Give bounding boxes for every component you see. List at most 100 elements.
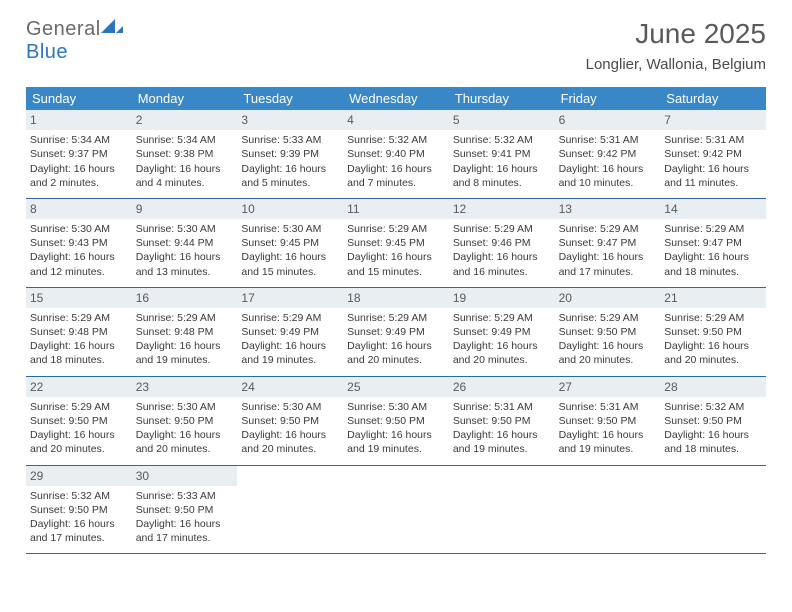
sunset-line: Sunset: 9:46 PM — [453, 236, 551, 250]
calendar-day-cell: 9Sunrise: 5:30 AMSunset: 9:44 PMDaylight… — [132, 199, 238, 287]
calendar-day-cell: 23Sunrise: 5:30 AMSunset: 9:50 PMDayligh… — [132, 377, 238, 465]
day-number: 17 — [237, 288, 343, 308]
calendar-day-cell: 28Sunrise: 5:32 AMSunset: 9:50 PMDayligh… — [660, 377, 766, 465]
calendar: SundayMondayTuesdayWednesdayThursdayFrid… — [26, 87, 766, 554]
calendar-week-row: 29Sunrise: 5:32 AMSunset: 9:50 PMDayligh… — [26, 466, 766, 555]
sunrise-line: Sunrise: 5:29 AM — [664, 311, 762, 325]
day-number: 22 — [26, 377, 132, 397]
day-number: 12 — [449, 199, 555, 219]
calendar-header-row: SundayMondayTuesdayWednesdayThursdayFrid… — [26, 87, 766, 110]
sunrise-line: Sunrise: 5:29 AM — [30, 311, 128, 325]
daylight-line: Daylight: 16 hours and 19 minutes. — [453, 428, 551, 456]
sunset-line: Sunset: 9:50 PM — [241, 414, 339, 428]
sunset-line: Sunset: 9:37 PM — [30, 147, 128, 161]
daylight-line: Daylight: 16 hours and 12 minutes. — [30, 250, 128, 278]
calendar-header-cell: Friday — [555, 87, 661, 110]
calendar-day-cell: 20Sunrise: 5:29 AMSunset: 9:50 PMDayligh… — [555, 288, 661, 376]
calendar-day-cell: 21Sunrise: 5:29 AMSunset: 9:50 PMDayligh… — [660, 288, 766, 376]
day-number: 27 — [555, 377, 661, 397]
daylight-line: Daylight: 16 hours and 19 minutes. — [559, 428, 657, 456]
day-number: 14 — [660, 199, 766, 219]
daylight-line: Daylight: 16 hours and 7 minutes. — [347, 162, 445, 190]
calendar-day-cell: 10Sunrise: 5:30 AMSunset: 9:45 PMDayligh… — [237, 199, 343, 287]
day-number: 23 — [132, 377, 238, 397]
daylight-line: Daylight: 16 hours and 20 minutes. — [241, 428, 339, 456]
calendar-day-cell: 13Sunrise: 5:29 AMSunset: 9:47 PMDayligh… — [555, 199, 661, 287]
calendar-day-cell: 4 Sunrise: 5:32 AMSunset: 9:40 PMDaylight… — [343, 110, 449, 198]
sunrise-line: Sunrise: 5:30 AM — [30, 222, 128, 236]
sunset-line: Sunset: 9:50 PM — [30, 503, 128, 517]
daylight-line: Daylight: 16 hours and 10 minutes. — [559, 162, 657, 190]
calendar-week-row: 15Sunrise: 5:29 AMSunset: 9:48 PMDayligh… — [26, 288, 766, 377]
calendar-day-cell: 3Sunrise: 5:33 AMSunset: 9:39 PMDaylight… — [237, 110, 343, 198]
day-number: 20 — [555, 288, 661, 308]
daylight-line: Daylight: 16 hours and 17 minutes. — [559, 250, 657, 278]
day-number: 13 — [555, 199, 661, 219]
sunrise-line: Sunrise: 5:29 AM — [30, 400, 128, 414]
sunrise-line: Sunrise: 5:32 AM — [453, 133, 551, 147]
sunset-line: Sunset: 9:50 PM — [664, 325, 762, 339]
sunrise-line: Sunrise: 5:29 AM — [453, 222, 551, 236]
day-number: 16 — [132, 288, 238, 308]
sunrise-line: Sunrise: 5:29 AM — [559, 311, 657, 325]
daylight-line: Daylight: 16 hours and 18 minutes. — [30, 339, 128, 367]
day-number: 9 — [132, 199, 238, 219]
calendar-day-cell: 17Sunrise: 5:29 AMSunset: 9:49 PMDayligh… — [237, 288, 343, 376]
daylight-line: Daylight: 16 hours and 20 minutes. — [136, 428, 234, 456]
daylight-line: Daylight: 16 hours and 20 minutes. — [347, 339, 445, 367]
calendar-day-cell — [343, 466, 449, 554]
day-number: 6 — [555, 110, 661, 130]
daylight-line: Daylight: 16 hours and 15 minutes. — [347, 250, 445, 278]
daylight-line: Daylight: 16 hours and 20 minutes. — [30, 428, 128, 456]
calendar-day-cell: 29Sunrise: 5:32 AMSunset: 9:50 PMDayligh… — [26, 466, 132, 554]
sunrise-line: Sunrise: 5:34 AM — [30, 133, 128, 147]
calendar-day-cell: 26 Sunrise: 5:31 AMSunset: 9:50 PMDayligh… — [449, 377, 555, 465]
day-number: 7 — [660, 110, 766, 130]
sunrise-line: Sunrise: 5:31 AM — [559, 400, 657, 414]
sunrise-line: Sunrise: 5:30 AM — [136, 400, 234, 414]
calendar-day-cell — [449, 466, 555, 554]
sunrise-line: Sunrise: 5:29 AM — [453, 311, 551, 325]
sunrise-line: Sunrise: 5:32 AM — [30, 489, 128, 503]
calendar-day-cell: 8Sunrise: 5:30 AMSunset: 9:43 PMDaylight… — [26, 199, 132, 287]
calendar-day-cell: 7Sunrise: 5:31 AMSunset: 9:42 PMDaylight… — [660, 110, 766, 198]
sunrise-line: Sunrise: 5:30 AM — [136, 222, 234, 236]
day-number: 19 — [449, 288, 555, 308]
day-number: 11 — [343, 199, 449, 219]
sunset-line: Sunset: 9:48 PM — [136, 325, 234, 339]
calendar-day-cell: 14Sunrise: 5:29 AMSunset: 9:47 PMDayligh… — [660, 199, 766, 287]
daylight-line: Daylight: 16 hours and 18 minutes. — [664, 250, 762, 278]
daylight-line: Daylight: 16 hours and 13 minutes. — [136, 250, 234, 278]
calendar-day-cell: 30Sunrise: 5:33 AMSunset: 9:50 PMDayligh… — [132, 466, 238, 554]
sunset-line: Sunset: 9:49 PM — [347, 325, 445, 339]
sunset-line: Sunset: 9:50 PM — [664, 414, 762, 428]
calendar-weeks: 1Sunrise: 5:34 AMSunset: 9:37 PMDaylight… — [26, 110, 766, 554]
calendar-day-cell: 27 Sunrise: 5:31 AMSunset: 9:50 PMDayligh… — [555, 377, 661, 465]
calendar-header-cell: Sunday — [26, 87, 132, 110]
logo-triangle-icon — [101, 19, 123, 35]
sunset-line: Sunset: 9:50 PM — [453, 414, 551, 428]
day-number: 4 — [343, 110, 449, 130]
sunset-line: Sunset: 9:49 PM — [453, 325, 551, 339]
sunrise-line: Sunrise: 5:32 AM — [347, 133, 445, 147]
calendar-header-cell: Saturday — [660, 87, 766, 110]
sunrise-line: Sunrise: 5:33 AM — [241, 133, 339, 147]
day-number: 3 — [237, 110, 343, 130]
sunrise-line: Sunrise: 5:31 AM — [453, 400, 551, 414]
calendar-week-row: 22Sunrise: 5:29 AMSunset: 9:50 PMDayligh… — [26, 377, 766, 466]
sunset-line: Sunset: 9:50 PM — [559, 414, 657, 428]
sunset-line: Sunset: 9:42 PM — [664, 147, 762, 161]
calendar-day-cell — [660, 466, 766, 554]
sunset-line: Sunset: 9:45 PM — [241, 236, 339, 250]
page-title: June 2025 — [586, 18, 766, 50]
daylight-line: Daylight: 16 hours and 16 minutes. — [453, 250, 551, 278]
day-number: 26 — [449, 377, 555, 397]
sunrise-line: Sunrise: 5:34 AM — [136, 133, 234, 147]
day-number: 8 — [26, 199, 132, 219]
sunrise-line: Sunrise: 5:29 AM — [241, 311, 339, 325]
sunrise-line: Sunrise: 5:32 AM — [664, 400, 762, 414]
calendar-day-cell: 22Sunrise: 5:29 AMSunset: 9:50 PMDayligh… — [26, 377, 132, 465]
calendar-day-cell: 1Sunrise: 5:34 AMSunset: 9:37 PMDaylight… — [26, 110, 132, 198]
calendar-header-cell: Monday — [132, 87, 238, 110]
sunset-line: Sunset: 9:40 PM — [347, 147, 445, 161]
